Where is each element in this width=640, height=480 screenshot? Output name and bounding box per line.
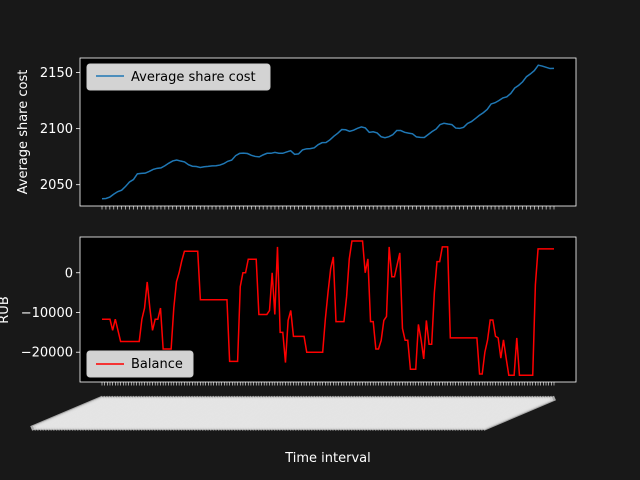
- top-x-ticks: [101, 206, 555, 210]
- bottom-x-tick-labels: [30, 395, 556, 431]
- y-tick-label: −10000: [21, 306, 73, 321]
- y-tick-label: −20000: [21, 346, 73, 361]
- bottom-x-ticks: [101, 382, 555, 386]
- bottom-y-ticks: −20000 −10000 0: [21, 266, 80, 361]
- top-legend-label: Average share cost: [131, 70, 256, 85]
- bottom-chart: −20000 −10000 0 RUB Balance Time interval: [0, 236, 577, 466]
- bottom-legend: Balance: [86, 350, 194, 378]
- top-legend: Average share cost: [86, 63, 271, 91]
- y-tick-label: 2100: [40, 122, 73, 137]
- average-share-cost-line: [101, 64, 555, 200]
- x-tick-label: [482, 395, 556, 431]
- top-y-ticks: 2050 2100 2150: [40, 66, 80, 193]
- bottom-legend-box: [86, 350, 194, 378]
- bottom-legend-label: Balance: [131, 357, 183, 372]
- balance-line: [102, 240, 554, 376]
- top-legend-box: [86, 63, 271, 91]
- y-tick-label: 2150: [40, 66, 73, 81]
- y-tick-label: 2050: [40, 178, 73, 193]
- y-tick-label: 0: [65, 266, 73, 281]
- top-chart: 2050 2100 2150 Average share cost Average …: [16, 57, 577, 210]
- x-axis-label: Time interval: [284, 451, 371, 466]
- top-y-axis-label: Average share cost: [16, 70, 31, 195]
- bottom-y-axis-label: RUB: [0, 296, 12, 323]
